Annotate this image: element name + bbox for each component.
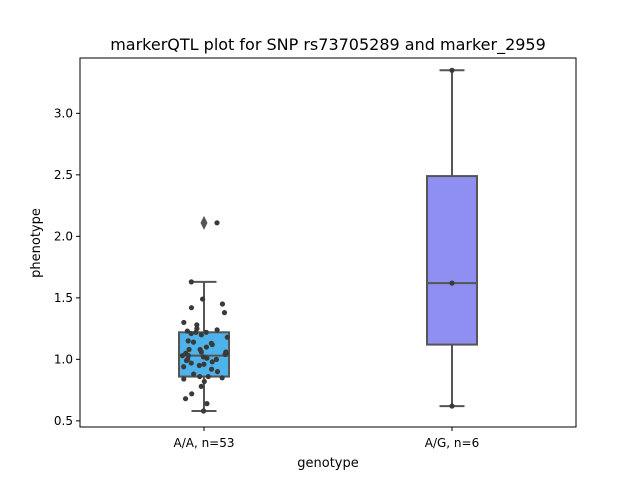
data-point <box>203 344 210 350</box>
x-tick-label: A/G, n=6 <box>425 436 479 450</box>
data-point <box>184 328 190 334</box>
y-tick-label: 2.5 <box>54 168 73 182</box>
data-point <box>208 366 215 372</box>
data-point <box>198 383 204 390</box>
data-point <box>449 67 455 73</box>
data-point <box>221 310 228 316</box>
box-group-1 <box>178 215 230 414</box>
data-point <box>186 346 192 353</box>
box-iqr <box>426 175 478 346</box>
plot-area <box>178 67 478 414</box>
data-point <box>201 378 207 385</box>
data-point <box>183 357 190 364</box>
data-point <box>219 301 226 307</box>
data-point <box>208 340 214 346</box>
data-point <box>194 326 200 332</box>
data-point <box>191 371 197 377</box>
data-point <box>214 369 221 375</box>
data-point <box>203 329 209 335</box>
data-point <box>188 279 194 285</box>
chart-title: markerQTL plot for SNP rs73705289 and ma… <box>110 35 546 55</box>
data-point <box>223 349 229 355</box>
data-point <box>181 376 187 382</box>
data-point <box>199 296 206 302</box>
data-point <box>224 334 230 340</box>
data-point <box>194 322 200 328</box>
x-axis: A/A, n=53 A/G, n=6 <box>173 427 479 450</box>
data-point <box>197 373 203 380</box>
y-axis-label: phenotype <box>29 208 44 278</box>
data-point <box>198 332 204 338</box>
data-point <box>209 359 215 365</box>
data-point <box>196 362 202 369</box>
data-point <box>181 319 187 326</box>
data-point <box>214 220 220 226</box>
box-group-2 <box>426 67 478 409</box>
data-point <box>189 391 195 397</box>
data-point <box>188 305 195 311</box>
data-point <box>219 375 225 381</box>
data-point <box>449 280 455 286</box>
data-point <box>185 338 191 344</box>
data-point <box>188 330 194 337</box>
data-point <box>197 346 203 353</box>
data-point <box>190 339 197 345</box>
x-tick-label: A/A, n=53 <box>173 436 234 450</box>
data-point <box>200 408 207 414</box>
y-tick-label: 1.0 <box>54 352 73 366</box>
y-tick-label: 2.0 <box>54 229 73 243</box>
data-point <box>213 356 220 362</box>
outlier-marker <box>200 215 208 230</box>
y-tick-label: 3.0 <box>54 106 73 120</box>
data-point <box>214 327 220 333</box>
axes-frame <box>79 57 577 428</box>
data-point <box>188 360 194 366</box>
data-point <box>205 373 211 380</box>
data-point <box>201 361 207 367</box>
data-point <box>449 403 455 409</box>
y-axis: 0.5 1.0 1.5 2.0 2.5 3.0 <box>54 106 80 428</box>
y-tick-label: 0.5 <box>54 414 73 428</box>
y-tick-label: 1.5 <box>54 291 73 305</box>
data-point <box>181 364 187 370</box>
data-point <box>183 350 189 356</box>
data-point <box>204 401 210 407</box>
data-point <box>200 354 206 360</box>
data-point <box>182 396 189 402</box>
x-axis-label: genotype <box>297 456 358 471</box>
